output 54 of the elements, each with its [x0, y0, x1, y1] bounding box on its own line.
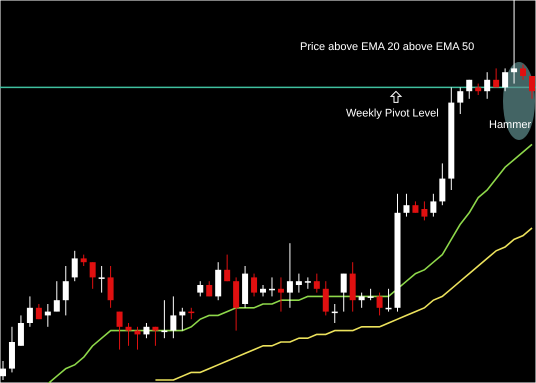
candlestick	[98, 266, 105, 294]
candlestick	[358, 292, 365, 308]
candlestick	[430, 193, 436, 218]
candlestick	[152, 326, 158, 346]
candlestick	[72, 250, 78, 282]
candlestick	[368, 288, 374, 301]
candlestick	[18, 314, 24, 346]
candlestick	[36, 304, 42, 320]
candlestick	[322, 280, 329, 316]
candlestick	[296, 273, 302, 294]
candlestick	[62, 266, 69, 316]
candlestick	[439, 162, 446, 206]
candlestick	[412, 200, 418, 214]
candlestick	[502, 68, 508, 92]
candlestick	[188, 307, 194, 320]
candlestick	[161, 300, 168, 339]
candlestick	[179, 307, 186, 332]
candlestick	[457, 86, 464, 114]
candlestick	[493, 68, 500, 88]
candlestick	[26, 296, 33, 328]
candlestick	[90, 262, 96, 290]
candlestick	[80, 254, 87, 266]
candlestick	[304, 276, 311, 290]
candlestick	[340, 273, 347, 312]
candlestick	[116, 311, 123, 350]
candlestick	[332, 304, 338, 324]
candlestick	[529, 76, 535, 100]
ref-line-label: Weekly Pivot Level	[346, 107, 439, 120]
candlestick	[197, 280, 204, 297]
candlestick	[484, 72, 490, 100]
candlestick	[224, 254, 230, 282]
candlestick	[44, 304, 51, 328]
candlestick	[206, 280, 212, 297]
candlestick	[143, 322, 150, 339]
candlestick	[260, 284, 266, 297]
candlestick	[376, 292, 383, 316]
candlestick	[268, 276, 275, 297]
candlestick	[403, 193, 410, 218]
candlestick	[386, 288, 392, 312]
candlestick	[170, 296, 176, 339]
candlestick	[520, 64, 526, 80]
candlestick	[421, 200, 428, 221]
candlestick	[251, 273, 258, 297]
candlestick	[475, 83, 482, 96]
annotation: Hammer	[489, 119, 532, 131]
candlestick	[466, 79, 472, 100]
candlestick	[314, 273, 320, 294]
candlestick	[134, 326, 140, 350]
candlestick	[278, 276, 284, 312]
annotation: Price above EMA 20 above EMA 50	[300, 41, 474, 53]
candlestick	[108, 266, 114, 308]
candlestick	[286, 242, 293, 308]
candlestick	[126, 322, 132, 346]
candlestick	[54, 280, 60, 312]
